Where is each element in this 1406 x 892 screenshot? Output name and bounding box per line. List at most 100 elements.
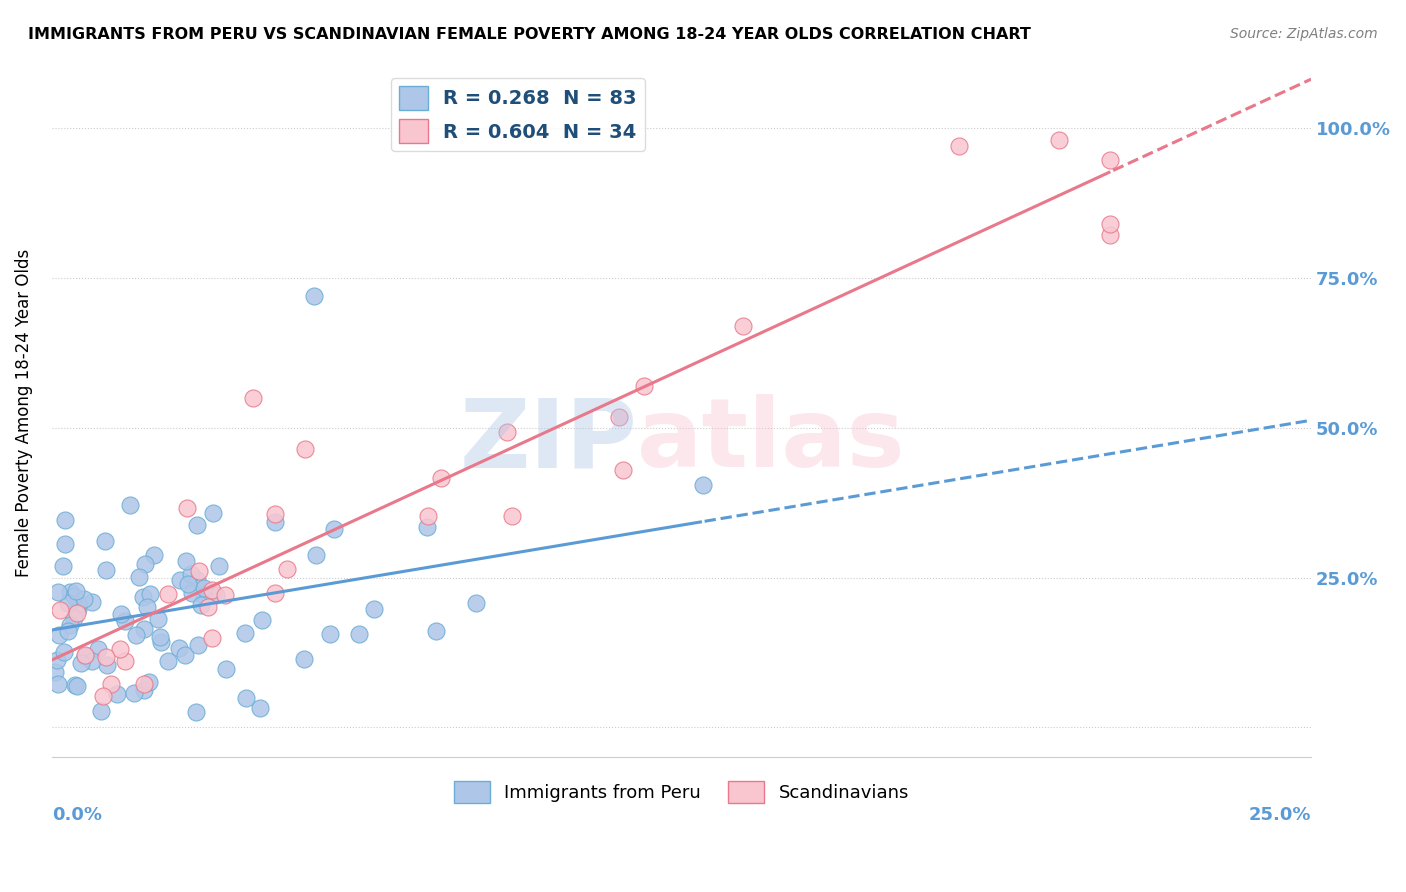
- Point: [201, 506, 224, 520]
- Point: [48, 603, 70, 617]
- Point: [128, 570, 150, 584]
- Point: [948, 139, 970, 153]
- Point: [100, 677, 122, 691]
- Point: [264, 515, 287, 529]
- Point: [252, 613, 274, 627]
- Point: [363, 602, 385, 616]
- Point: [416, 520, 439, 534]
- Point: [176, 554, 198, 568]
- Point: [187, 639, 209, 653]
- Point: [65, 584, 87, 599]
- Point: [48, 585, 70, 599]
- Point: [96, 563, 118, 577]
- Point: [56, 596, 79, 610]
- Point: [59, 584, 82, 599]
- Point: [294, 442, 316, 457]
- Point: [87, 642, 110, 657]
- Point: [135, 600, 157, 615]
- Point: [82, 654, 104, 668]
- Point: [94, 650, 117, 665]
- Point: [142, 548, 165, 562]
- Point: [186, 517, 208, 532]
- Point: [67, 602, 90, 616]
- Point: [59, 618, 82, 632]
- Point: [609, 409, 631, 424]
- Point: [319, 627, 342, 641]
- Point: [193, 581, 215, 595]
- Point: [108, 641, 131, 656]
- Point: [52, 558, 75, 573]
- Point: [73, 649, 96, 664]
- Point: [157, 587, 180, 601]
- Point: [214, 588, 236, 602]
- Point: [149, 635, 172, 649]
- Point: [418, 508, 440, 523]
- Point: [612, 463, 634, 477]
- Point: [148, 630, 170, 644]
- Point: [197, 599, 219, 614]
- Point: [169, 641, 191, 656]
- Point: [122, 686, 145, 700]
- Point: [501, 508, 523, 523]
- Point: [53, 513, 76, 527]
- Point: [169, 573, 191, 587]
- Text: Source: ZipAtlas.com: Source: ZipAtlas.com: [1230, 27, 1378, 41]
- Point: [200, 631, 222, 645]
- Point: [132, 590, 155, 604]
- Point: [66, 679, 89, 693]
- Point: [464, 596, 486, 610]
- Point: [56, 624, 79, 639]
- Point: [55, 537, 77, 551]
- Point: [201, 582, 224, 597]
- Point: [139, 587, 162, 601]
- Point: [70, 656, 93, 670]
- Point: [96, 658, 118, 673]
- Point: [1098, 218, 1121, 232]
- Point: [184, 705, 207, 719]
- Point: [94, 534, 117, 549]
- Point: [429, 471, 451, 485]
- Point: [692, 478, 714, 492]
- Point: [46, 653, 69, 667]
- Point: [292, 651, 315, 665]
- Point: [66, 597, 89, 611]
- Point: [349, 627, 371, 641]
- Point: [90, 704, 112, 718]
- Text: 25.0%: 25.0%: [1249, 805, 1312, 823]
- Legend: Immigrants from Peru, Scandinavians: Immigrants from Peru, Scandinavians: [447, 774, 917, 810]
- Point: [186, 573, 208, 587]
- Point: [323, 522, 346, 536]
- Point: [633, 379, 655, 393]
- Point: [105, 687, 128, 701]
- Point: [176, 577, 198, 591]
- Point: [190, 598, 212, 612]
- Point: [187, 564, 209, 578]
- Point: [276, 562, 298, 576]
- Point: [214, 662, 236, 676]
- Point: [263, 586, 285, 600]
- Text: atlas: atlas: [637, 394, 905, 487]
- Point: [132, 622, 155, 636]
- Point: [1047, 133, 1070, 147]
- Point: [62, 610, 84, 624]
- Point: [193, 589, 215, 603]
- Point: [132, 677, 155, 691]
- Point: [75, 648, 97, 662]
- Y-axis label: Female Poverty Among 18-24 Year Olds: Female Poverty Among 18-24 Year Olds: [15, 249, 32, 577]
- Point: [110, 607, 132, 622]
- Point: [157, 654, 180, 668]
- Point: [134, 558, 156, 572]
- Text: ZIP: ZIP: [460, 394, 637, 487]
- Point: [48, 628, 70, 642]
- Text: 0.0%: 0.0%: [52, 805, 101, 823]
- Point: [263, 507, 285, 521]
- Point: [235, 691, 257, 706]
- Point: [731, 319, 754, 334]
- Point: [208, 558, 231, 573]
- Point: [114, 654, 136, 668]
- Point: [63, 589, 86, 603]
- Point: [425, 624, 447, 638]
- Point: [44, 665, 66, 679]
- Point: [65, 678, 87, 692]
- Point: [73, 592, 96, 607]
